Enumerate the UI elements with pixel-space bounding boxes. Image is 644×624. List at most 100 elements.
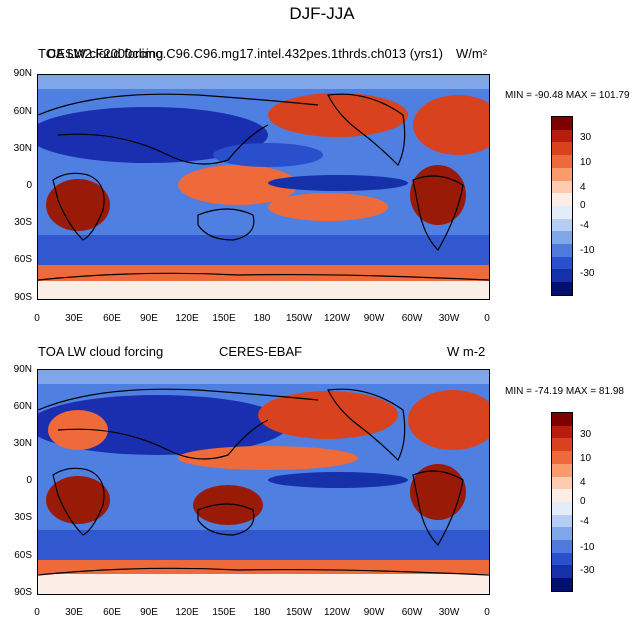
lon-label: 180 — [253, 607, 271, 618]
lat-label: 90S — [14, 292, 32, 303]
colorbar-label: 10 — [580, 453, 592, 464]
panel-obs-left-title: TOA LW cloud forcing — [38, 344, 164, 359]
colorbar-label: 4 — [580, 182, 586, 193]
colorbar-segment — [552, 193, 572, 206]
colorbar-segment — [552, 514, 572, 528]
field-southern-ocean — [38, 235, 489, 265]
lon-label: 60W — [401, 607, 423, 618]
lon-label: 60E — [103, 313, 121, 324]
coastline-namerica — [327, 93, 406, 167]
field-eq-pacific — [268, 175, 408, 191]
colorbar-segment — [552, 413, 572, 426]
colorbar-label: 30 — [580, 429, 592, 440]
colorbar-segment — [552, 565, 572, 579]
lon-label: 60E — [103, 607, 121, 618]
field-pacific-band — [213, 143, 323, 167]
lon-label: 60W — [401, 313, 423, 324]
colorbar-label: -4 — [580, 220, 589, 231]
lon-label: 150W — [285, 607, 313, 618]
lon-label: 30W — [438, 607, 460, 618]
coastline-africa — [52, 172, 105, 241]
colorbar-segment — [552, 552, 572, 566]
lat-label: 60S — [14, 550, 32, 561]
colorbar-segment — [552, 476, 572, 490]
colorbar-segment — [552, 205, 572, 219]
coastline-eurasia — [38, 93, 319, 165]
lon-label: 120E — [175, 607, 199, 618]
colorbar-segment — [552, 540, 572, 553]
field-antarctic-edge — [38, 265, 489, 281]
colorbar-segment — [552, 117, 572, 130]
lon-label: 0 — [34, 607, 40, 618]
field-warmpool — [178, 165, 298, 205]
colorbar-obs — [551, 412, 573, 592]
field-samerica — [410, 464, 466, 520]
colorbar-segment — [552, 129, 572, 143]
coastline-antarctica — [38, 567, 489, 576]
lon-label: 0 — [484, 313, 490, 324]
field-arctic — [38, 75, 489, 89]
colorbar-label: -10 — [580, 245, 595, 256]
coastline-antarctica — [38, 272, 489, 281]
field-antarctica — [38, 574, 489, 594]
lat-label: 90N — [13, 364, 32, 375]
colorbar-segment — [552, 425, 572, 439]
field-npacific-positive — [258, 391, 398, 439]
field-antarctica — [38, 281, 489, 299]
lon-label: 30E — [65, 313, 83, 324]
lat-label: 90N — [13, 68, 32, 79]
colorbar-segment — [552, 451, 572, 464]
colorbar-segment — [552, 142, 572, 156]
coastline-samerica — [412, 175, 464, 251]
colorbar-label: -10 — [580, 542, 595, 553]
field-natlantic-positive — [413, 95, 489, 155]
colorbar-segment — [552, 489, 572, 502]
colorbar-label: -4 — [580, 516, 589, 527]
colorbar-segment — [552, 167, 572, 181]
lat-label: 0 — [26, 475, 32, 486]
lon-label: 90E — [140, 607, 158, 618]
field-spcz — [268, 193, 388, 221]
field-natlantic-positive — [408, 390, 489, 450]
lon-label: 120W — [323, 607, 351, 618]
colorbar-segment — [552, 256, 572, 270]
field-africa — [46, 476, 110, 524]
panel-model-case-title: CESM2.F2000climo.C96.C96.mg17.intel.432p… — [47, 46, 443, 61]
colorbar-segment — [552, 501, 572, 515]
field-southern-ocean — [38, 530, 489, 560]
lon-label: 180 — [253, 313, 271, 324]
map-obs-field — [38, 370, 489, 594]
panel-model-left-title: TOA LW cloud forcing — [38, 46, 164, 61]
field-australia — [193, 485, 263, 525]
colorbar-segment — [552, 282, 572, 295]
colorbar-label: 0 — [580, 200, 586, 211]
lat-label: 60S — [14, 254, 32, 265]
lon-label: 120E — [175, 313, 199, 324]
map-model — [37, 74, 490, 300]
panel-model-units: W/m² — [456, 46, 488, 61]
field-pacific-band — [178, 446, 358, 470]
panel-obs-units: W m-2 — [447, 344, 486, 359]
lon-label: 120W — [323, 313, 351, 324]
panel-model-minmax: MIN = -90.48 MAX = 101.79 — [505, 90, 630, 101]
coastline-australia — [197, 208, 255, 241]
field-eq-pacific — [268, 472, 408, 488]
lon-label: 90E — [140, 313, 158, 324]
panel-obs-minmax: MIN = -74.19 MAX = 81.98 — [505, 386, 624, 397]
map-obs — [37, 369, 490, 595]
colorbar-segment — [552, 527, 572, 541]
lat-label: 60N — [13, 401, 32, 412]
colorbar-segment — [552, 231, 572, 245]
colorbar-label: -30 — [580, 565, 595, 576]
lat-label: 90S — [14, 587, 32, 598]
lat-label: 30S — [14, 217, 32, 228]
lon-label: 30W — [438, 313, 460, 324]
lon-label: 0 — [484, 607, 490, 618]
panel-obs-center-title: CERES-EBAF — [219, 344, 303, 359]
colorbar-segment — [552, 244, 572, 257]
colorbar-segment — [552, 438, 572, 452]
coastline-eurasia — [38, 388, 319, 460]
lat-label: 0 — [26, 180, 32, 191]
coastline-namerica — [327, 388, 406, 462]
colorbar-segment — [552, 269, 572, 283]
